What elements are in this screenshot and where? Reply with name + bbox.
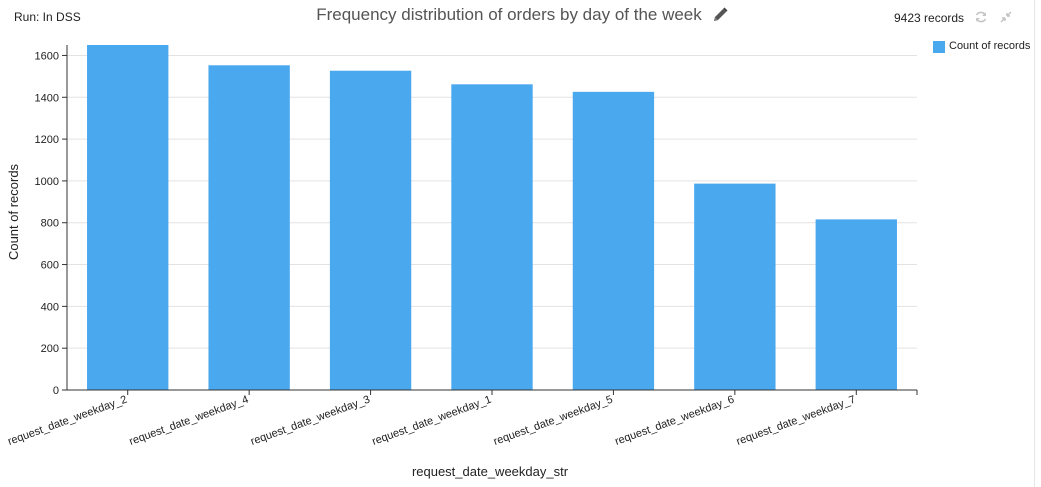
collapse-icon[interactable] xyxy=(999,10,1013,24)
x-tick-label: request_date_weekday_1 xyxy=(371,394,493,448)
panel-divider xyxy=(1034,0,1035,487)
y-axis-title: Count of records xyxy=(6,163,21,260)
y-tick-label: 1400 xyxy=(35,92,59,104)
x-tick-label: request_date_weekday_4 xyxy=(128,394,250,448)
y-tick-label: 200 xyxy=(41,343,59,355)
y-tick-label: 1000 xyxy=(35,176,59,188)
x-tick-label: request_date_weekday_2 xyxy=(6,394,128,448)
bar[interactable] xyxy=(451,84,533,391)
bars xyxy=(87,45,897,391)
run-label: Run: In DSS xyxy=(14,10,81,24)
bar[interactable] xyxy=(87,45,169,390)
x-axis-title: request_date_weekday_str xyxy=(412,464,569,479)
y-tick-label: 400 xyxy=(41,301,59,313)
bar[interactable] xyxy=(572,91,655,390)
x-tick-label: request_date_weekday_6 xyxy=(613,394,735,448)
chart-title: Frequency distribution of orders by day … xyxy=(316,5,702,24)
x-tick-label: request_date_weekday_7 xyxy=(735,394,857,448)
x-tick-label: request_date_weekday_3 xyxy=(249,394,371,448)
y-tick-label: 1200 xyxy=(35,134,59,146)
x-tick-label: request_date_weekday_5 xyxy=(492,394,614,448)
y-tick-label: 600 xyxy=(41,260,59,272)
bar[interactable] xyxy=(329,70,412,390)
legend-swatch[interactable] xyxy=(933,41,945,53)
bar[interactable] xyxy=(208,65,290,391)
record-count: 9423 records xyxy=(894,11,965,25)
pencil-icon[interactable] xyxy=(711,6,729,24)
bar[interactable] xyxy=(694,183,776,390)
legend-label[interactable]: Count of records xyxy=(949,40,1031,52)
bar[interactable] xyxy=(815,219,897,390)
y-tick-label: 800 xyxy=(41,218,59,230)
y-tick-label: 1600 xyxy=(35,50,59,62)
refresh-icon[interactable] xyxy=(974,10,988,24)
y-tick-label: 0 xyxy=(53,385,59,397)
